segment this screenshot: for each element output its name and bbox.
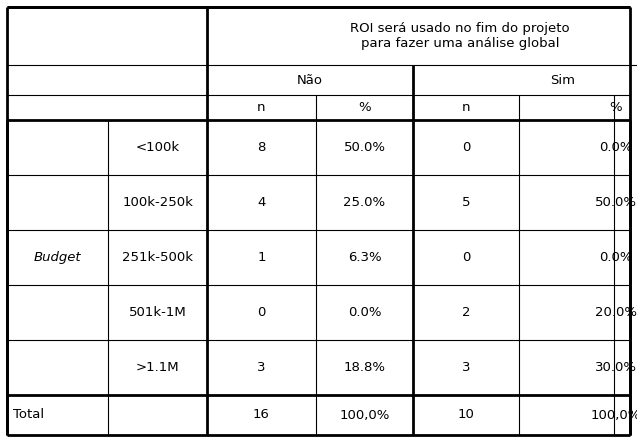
Text: 20.0%: 20.0% [595,306,637,319]
Text: 100k-250k: 100k-250k [122,196,193,209]
Text: >1.1M: >1.1M [136,361,179,374]
Text: n: n [462,101,470,114]
Text: 0.0%: 0.0% [599,141,633,154]
Text: 10: 10 [457,408,475,422]
Text: Sim: Sim [550,74,575,86]
Text: 4: 4 [257,196,266,209]
Text: 8: 8 [257,141,266,154]
Text: 100,0%: 100,0% [340,408,390,422]
Text: 30.0%: 30.0% [595,361,637,374]
Text: 16: 16 [253,408,270,422]
Text: 50.0%: 50.0% [343,141,385,154]
Text: 0.0%: 0.0% [599,251,633,264]
Text: 3: 3 [257,361,266,374]
Text: 0: 0 [257,306,266,319]
Text: 0.0%: 0.0% [348,306,382,319]
Text: 501k-1M: 501k-1M [129,306,187,319]
Text: 1: 1 [257,251,266,264]
Text: Budget: Budget [34,251,82,264]
Text: Total: Total [13,408,44,422]
Text: 2: 2 [462,306,470,319]
Text: 251k-500k: 251k-500k [122,251,193,264]
Text: 0: 0 [462,141,470,154]
Text: <100k: <100k [136,141,180,154]
Text: 0: 0 [462,251,470,264]
Text: 3: 3 [462,361,470,374]
Text: ROI será usado no fim do projeto
para fazer uma análise global: ROI será usado no fim do projeto para fa… [350,22,570,50]
Text: %: % [610,101,622,114]
Text: 18.8%: 18.8% [343,361,385,374]
Text: 100,0%: 100,0% [590,408,637,422]
Text: Não: Não [297,74,323,86]
Text: n: n [257,101,266,114]
Text: %: % [358,101,371,114]
Text: 25.0%: 25.0% [343,196,385,209]
Text: 50.0%: 50.0% [595,196,637,209]
Text: 6.3%: 6.3% [348,251,382,264]
Text: 5: 5 [462,196,470,209]
